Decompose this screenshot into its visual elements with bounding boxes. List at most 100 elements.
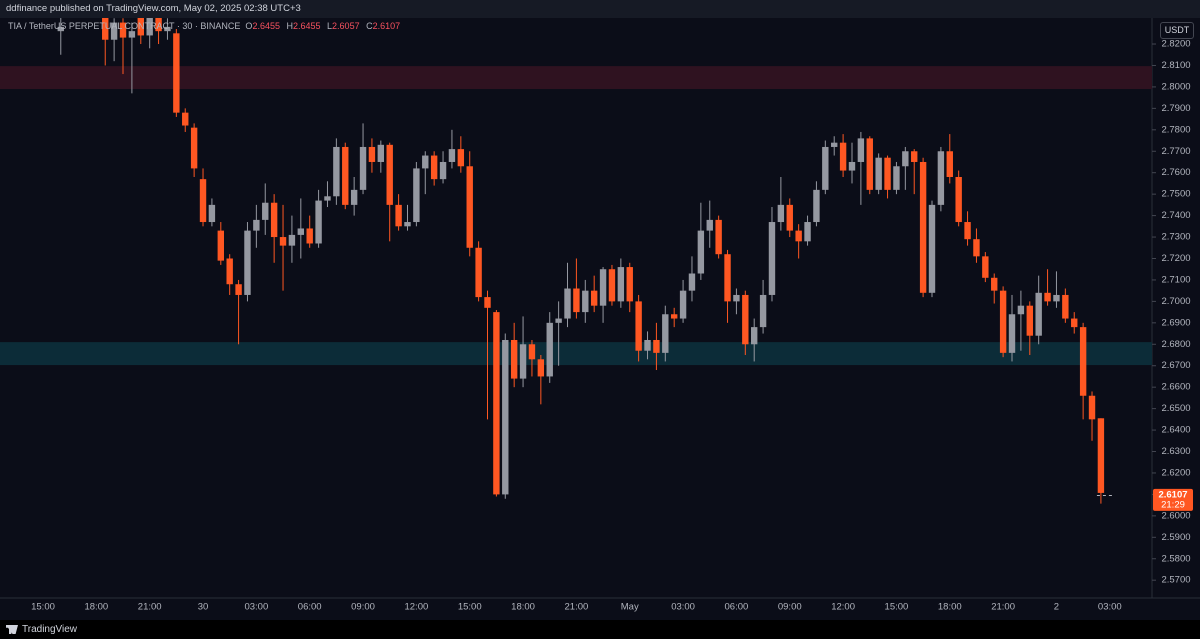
candle-body — [164, 26, 171, 32]
candle-body — [1035, 292, 1042, 336]
y-tick-label: 2.6000 — [1161, 510, 1190, 521]
candle-body — [999, 290, 1007, 353]
candle-body — [528, 344, 536, 360]
candle-body — [448, 149, 456, 162]
candle-body — [946, 151, 953, 177]
y-tick-label: 2.7400 — [1161, 210, 1190, 221]
y-tick-label: 2.5700 — [1161, 575, 1190, 586]
candle-body — [519, 344, 527, 379]
candle-body — [804, 222, 811, 242]
chart: 2.57002.58002.59002.60002.61002.62002.63… — [0, 18, 1200, 613]
candle-body — [102, 18, 109, 40]
candle-body — [395, 204, 402, 227]
candle-body — [582, 290, 589, 313]
candle-body — [973, 239, 980, 257]
candle-body — [866, 138, 873, 190]
candle-body — [1053, 294, 1060, 302]
candle-body — [724, 254, 731, 302]
y-tick-label: 2.6200 — [1161, 467, 1190, 478]
candle-body — [982, 256, 989, 278]
brand: TradingView — [22, 624, 78, 635]
y-tick-label: 2.7500 — [1161, 189, 1190, 200]
candle-body — [537, 359, 545, 377]
candle-body — [1008, 314, 1016, 353]
candle-body — [831, 142, 838, 147]
y-tick-label: 2.6300 — [1161, 446, 1190, 457]
x-tick-label: 15:00 — [31, 602, 55, 613]
candle-body — [590, 290, 598, 306]
candle-body — [573, 288, 580, 313]
y-tick-label: 2.6900 — [1161, 317, 1190, 328]
y-tick-label: 2.8200 — [1161, 39, 1190, 50]
candle-body — [306, 228, 313, 244]
candle-body — [1026, 305, 1033, 336]
x-tick-label: 21:00 — [991, 602, 1015, 613]
candle-body — [208, 204, 216, 223]
y-tick-label: 2.5800 — [1161, 553, 1190, 564]
x-tick-label: 18:00 — [938, 602, 962, 613]
logo — [6, 625, 18, 634]
candle-body — [413, 168, 420, 223]
candle-body — [706, 219, 713, 231]
candle-body — [342, 146, 349, 205]
x-tick-label: 03:00 — [244, 602, 268, 613]
candle-body — [662, 314, 669, 353]
legend: TIA / TetherUS PERPETUAL CONTRACT · 30 ·… — [8, 21, 404, 31]
candle-body — [751, 327, 758, 345]
last-price-badge — [1153, 488, 1193, 511]
x-tick-label: 03:00 — [671, 602, 695, 613]
candle-body — [288, 234, 296, 246]
candle-body — [155, 18, 162, 32]
y-tick-label: 2.6400 — [1161, 425, 1190, 436]
candle-body — [333, 146, 340, 197]
publisher: ddfinance published on TradingView.com, … — [6, 3, 301, 14]
candle-body — [599, 269, 607, 306]
candle-body — [226, 258, 233, 285]
currency-button[interactable]: USDT — [1160, 22, 1194, 39]
candle-body — [430, 155, 438, 180]
candle-body — [173, 33, 180, 113]
candle-body — [911, 151, 918, 162]
y-tick-label: 2.7900 — [1161, 103, 1190, 114]
plot-area — [0, 18, 1152, 504]
candle-body — [644, 339, 651, 351]
ohlc-value: 2.6057 — [332, 21, 360, 31]
candle-body — [1079, 327, 1087, 396]
x-tick-label: 15:00 — [885, 602, 909, 613]
zone — [0, 342, 1152, 366]
candle-body — [377, 144, 385, 162]
candle-body — [270, 202, 278, 238]
candle-body — [297, 228, 305, 235]
candle-body — [697, 230, 705, 274]
candle-body — [546, 322, 553, 377]
x-tick-label: 30 — [198, 602, 209, 613]
candle-body — [510, 339, 518, 379]
candle-body — [564, 288, 571, 319]
y-tick-label: 2.8000 — [1161, 81, 1190, 92]
candle-body — [626, 267, 633, 302]
y-tick-label: 2.7100 — [1161, 274, 1190, 285]
y-tick-label: 2.7700 — [1161, 146, 1190, 157]
candle-body — [875, 157, 882, 190]
x-tick-label: 18:00 — [511, 602, 535, 613]
y-tick-label: 2.7600 — [1161, 167, 1190, 178]
candle-body — [937, 151, 945, 205]
candle-body — [742, 294, 749, 345]
candle-body — [955, 176, 962, 223]
candle-body — [466, 166, 473, 248]
ohlc-label: H — [286, 21, 293, 31]
candle-body — [279, 237, 287, 246]
candle-body — [386, 144, 393, 205]
candle-body — [1071, 318, 1078, 328]
candle-body — [795, 230, 802, 242]
candle-body — [350, 189, 358, 205]
candle-body — [813, 189, 820, 223]
candle-body — [679, 290, 687, 319]
candle-body — [128, 31, 136, 38]
candle-body — [253, 219, 260, 231]
candle-body — [217, 230, 224, 261]
candle-body — [457, 149, 465, 167]
x-tick-label: May — [621, 602, 639, 613]
symbol: TIA / TetherUS PERPETUAL CONTRACT · 30 ·… — [8, 21, 241, 31]
